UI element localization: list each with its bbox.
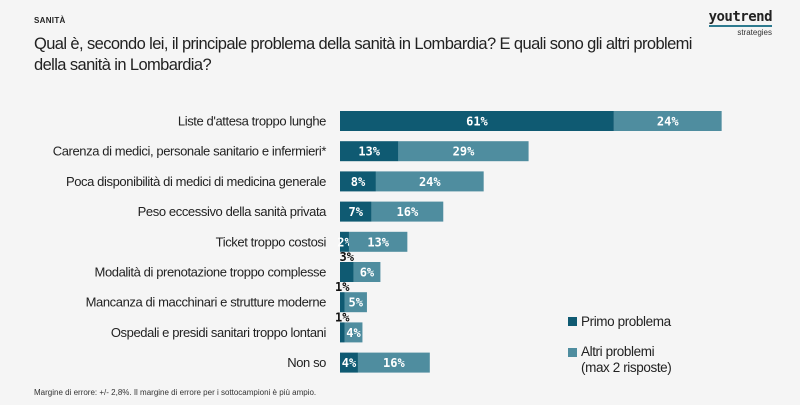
legend-label-primo: Primo problema [581,314,671,329]
bar-altri [371,201,444,222]
bar-altri [344,322,363,343]
category-label: Modalità di prenotazione troppo compless… [95,265,327,280]
category-label: Liste d'attesa troppo lunghe [178,114,326,129]
value-label-primo: 3% [340,250,355,264]
legend-label-altri: Altri problemi (max 2 risposte) [581,344,672,375]
value-label-altri: 24% [419,175,441,189]
bar-altri [344,292,367,313]
value-label-primo: 2% [337,235,352,249]
legend-swatch-primo [568,317,577,326]
bar-primo [340,141,399,162]
bar-altri [375,171,484,192]
value-label-altri: 24% [657,115,679,129]
bar-primo [340,231,349,252]
value-label-altri: 13% [367,235,389,249]
category-label: Ospedali e presidi sanitari troppo lonta… [111,325,327,340]
value-label-primo: 1% [335,310,350,324]
legend-item-altri: Altri problemi (max 2 risposte) [568,344,672,376]
value-label-altri: 4% [346,326,361,340]
category-label: Carenza di medici, personale sanitario e… [53,144,327,159]
legend-swatch-altri [568,348,577,357]
bar-primo [340,111,614,131]
value-label-primo: 1% [335,280,350,294]
bar-altri [398,141,529,162]
bar-primo [340,262,354,282]
category-label: Peso eccessivo della sanità privata [138,204,328,219]
legend-item-primo: Primo problema [568,314,671,330]
bar-primo [340,201,372,222]
value-label-primo: 4% [342,356,357,370]
value-label-primo: 61% [466,115,488,129]
bar-primo [340,292,345,313]
logo: youtrend strategies [708,9,773,37]
bar-altri [357,352,430,373]
value-label-altri: 5% [348,296,363,310]
logo-sub: strategies [737,28,772,37]
category-label: Ticket troppo costosi [216,234,327,249]
category-label: Non so [287,355,326,370]
bar-altri [613,111,722,131]
bar-altri [348,231,408,252]
value-label-primo: 7% [348,205,363,219]
value-label-primo: 13% [358,145,380,159]
footnote: Margine di errore: +/- 2,8%. Il margine … [34,388,317,397]
value-label-altri: 16% [397,205,419,219]
chart-title: Qual è, secondo lei, il principale probl… [34,35,692,74]
value-label-altri: 6% [360,266,375,280]
bar-altri [353,262,381,282]
section-tag: SANITÀ [34,16,66,25]
category-label: Mancanza di macchinari e strutture moder… [86,295,327,310]
bar-primo [340,322,345,343]
bar-primo [340,352,358,373]
value-label-primo: 8% [351,175,366,189]
logo-name: youtrend [708,9,773,27]
value-label-altri: 29% [453,145,475,159]
value-label-altri: 16% [383,356,405,370]
bar-primo [340,171,376,192]
category-label: Poca disponibilità di medici di medicina… [66,174,326,189]
